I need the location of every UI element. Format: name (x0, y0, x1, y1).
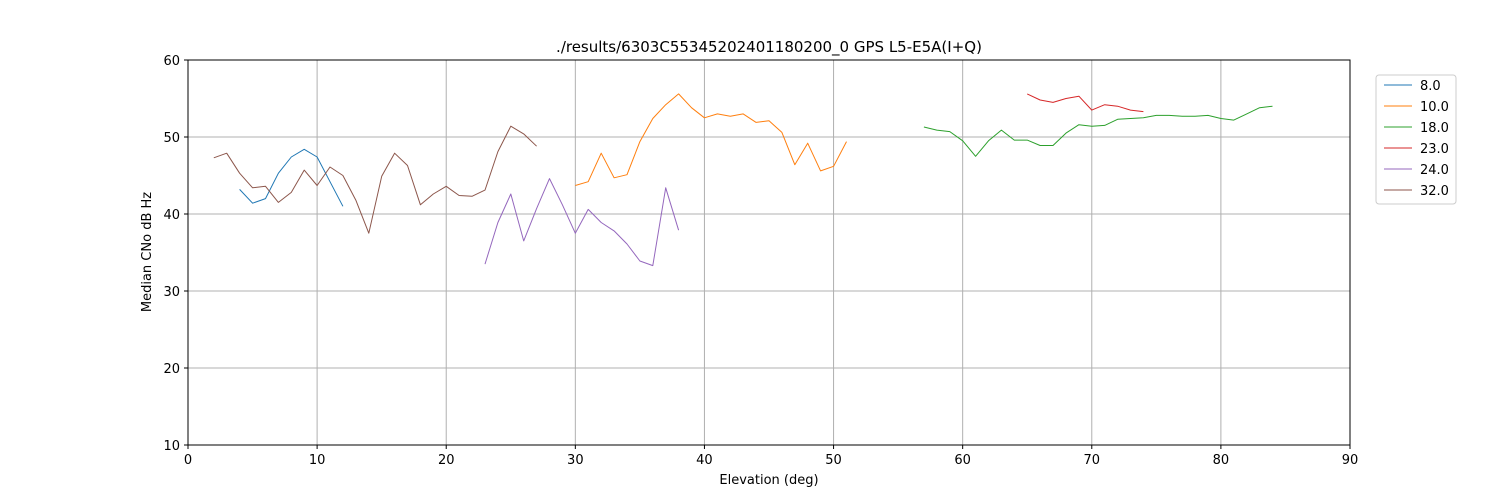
x-tick-label: 10 (309, 453, 326, 468)
series-line-23-0 (1026, 93, 1144, 113)
x-tick-label: 80 (1213, 453, 1230, 468)
series-line-10-0 (575, 93, 847, 186)
y-tick-label: 50 (163, 131, 180, 146)
axis-ticks: 0 10 20 30 40 50 60 70 80 90 10 20 30 40 50 60 (163, 54, 1358, 468)
y-tick-label: 10 (163, 439, 180, 454)
x-tick-label: 20 (438, 453, 455, 468)
x-axis-label: Elevation (deg) (719, 473, 818, 488)
y-tick-label: 30 (163, 285, 180, 300)
legend-label: 24.0 (1420, 163, 1449, 178)
y-tick-label: 60 (163, 54, 180, 69)
y-tick-label: 20 (163, 362, 180, 377)
legend-box (1375, 74, 1457, 205)
series-lines (213, 93, 1273, 267)
y-axis-label: Median CNo dB Hz (140, 192, 155, 312)
x-tick-label: 60 (954, 453, 971, 468)
chart-title: ./results/6303C55345202401180200_0 GPS L… (556, 38, 982, 57)
y-tick-label: 40 (163, 208, 180, 223)
series-line-18-0 (923, 105, 1273, 157)
legend-label: 32.0 (1420, 184, 1449, 199)
series-line-8-0 (239, 148, 344, 207)
legend-label: 10.0 (1420, 100, 1449, 115)
x-tick-label: 50 (825, 453, 842, 468)
legend-label: 8.0 (1420, 79, 1441, 94)
legend: 8.0 10.0 18.0 23.0 24.0 32.0 (1375, 74, 1457, 205)
x-tick-label: 90 (1342, 453, 1359, 468)
legend-label: 18.0 (1420, 121, 1449, 136)
grid (187, 59, 1351, 446)
plot-frame (187, 59, 1351, 446)
series-line-32-0 (213, 125, 537, 234)
legend-label: 23.0 (1420, 142, 1449, 157)
x-tick-label: 40 (696, 453, 713, 468)
x-tick-label: 70 (1084, 453, 1101, 468)
x-tick-label: 30 (567, 453, 584, 468)
x-tick-label: 0 (184, 453, 192, 468)
series-line-24-0 (484, 178, 680, 267)
